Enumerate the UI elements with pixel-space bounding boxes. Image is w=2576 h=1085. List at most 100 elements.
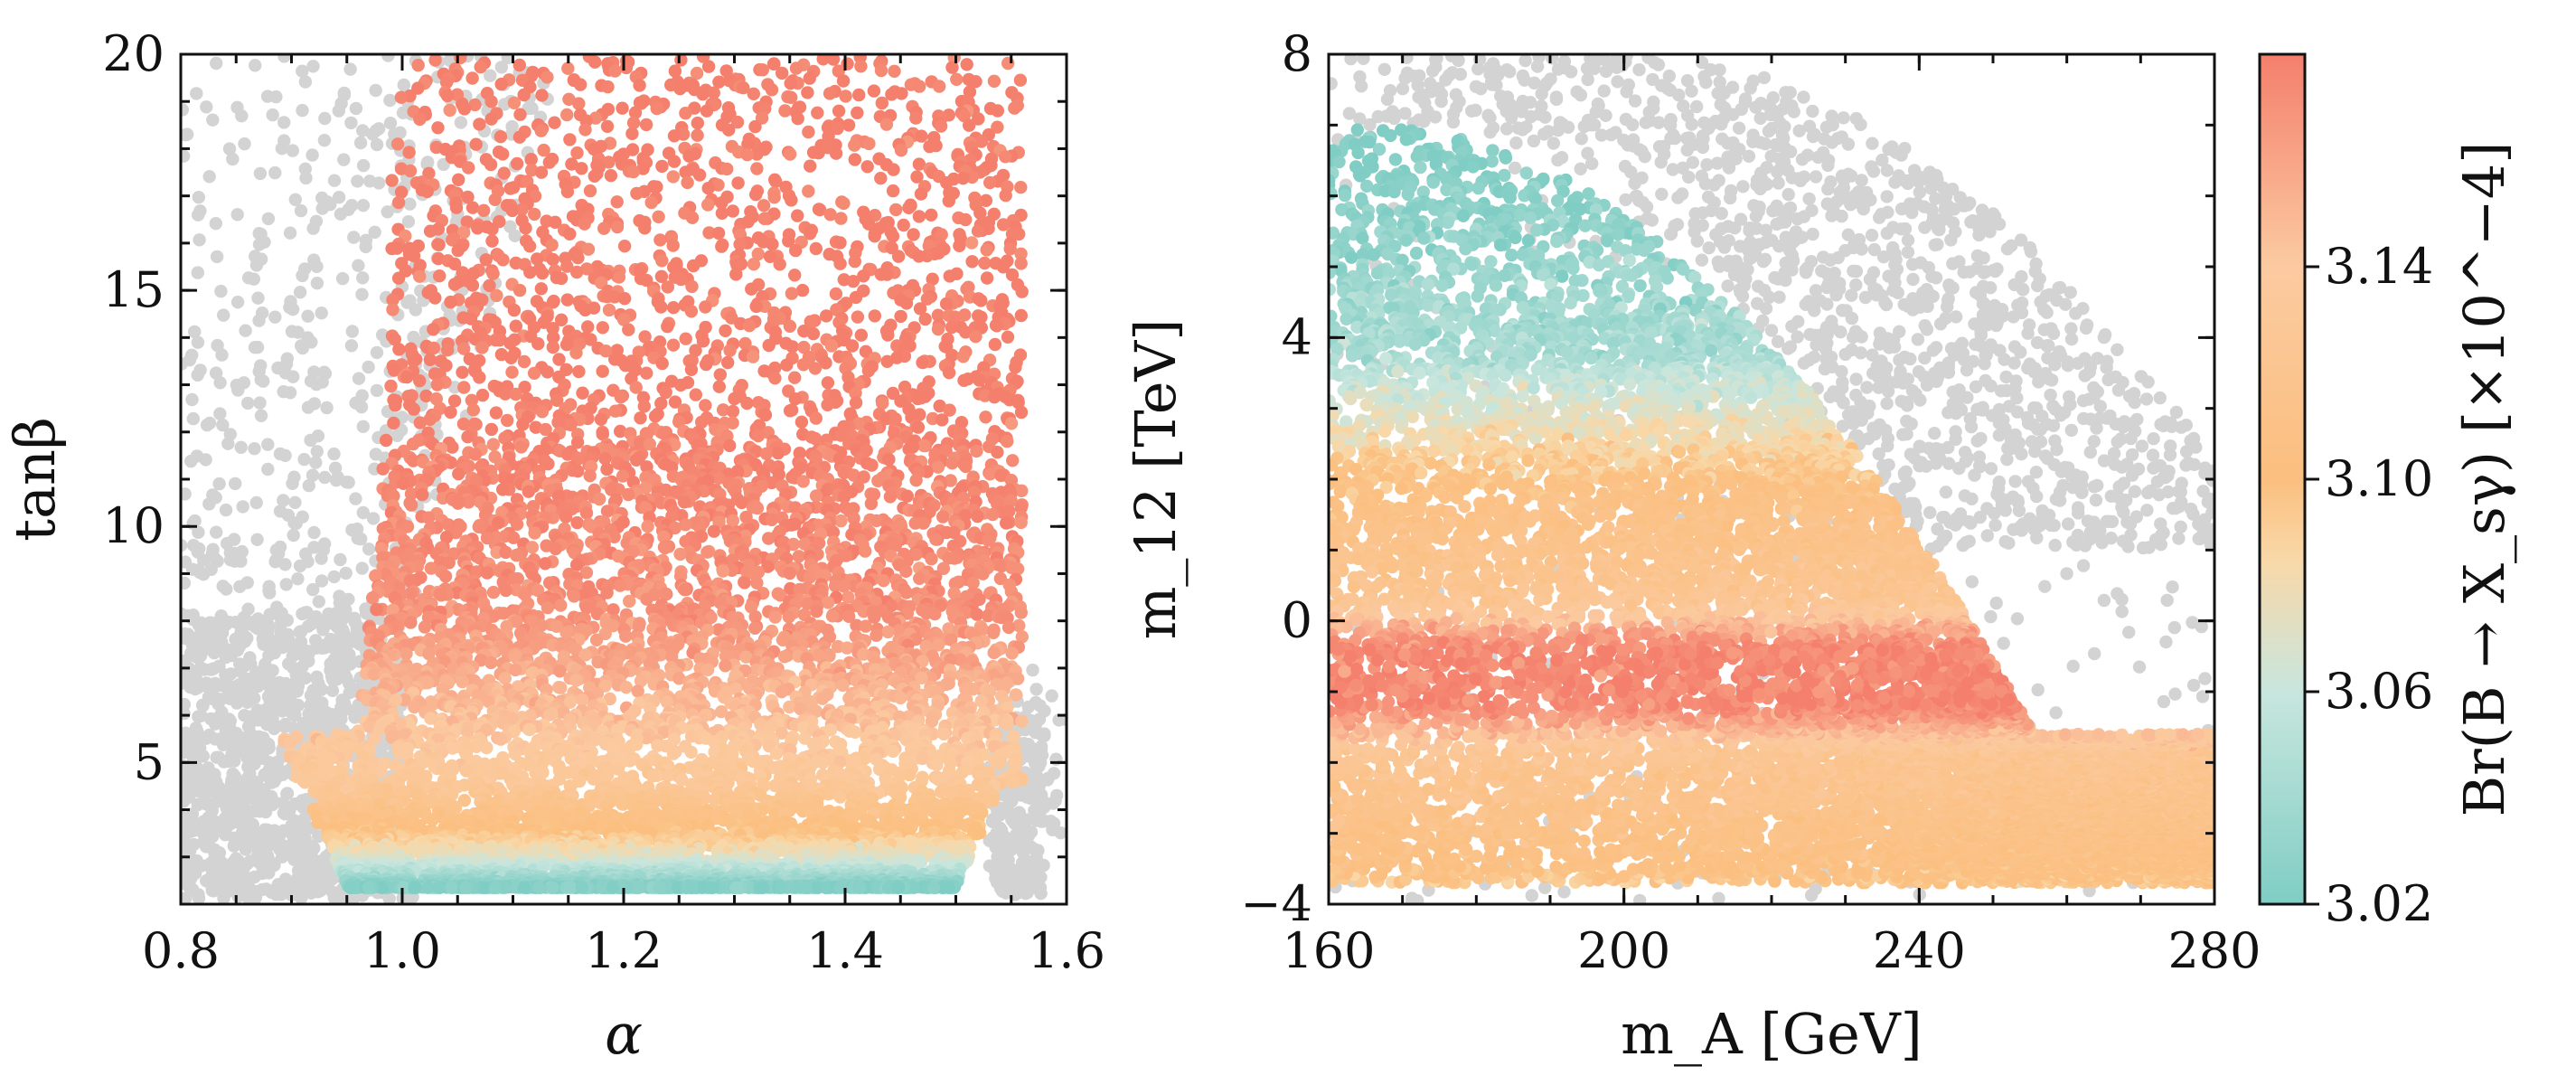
left-allowed-point: [897, 218, 910, 232]
left-allowed-point: [880, 268, 894, 281]
left-excluded-point: [454, 116, 468, 129]
left-allowed-point: [792, 550, 805, 563]
left-allowed-point: [392, 343, 406, 356]
left-allowed-point: [823, 87, 837, 100]
left-allowed-point: [515, 203, 529, 216]
left-excluded-point: [982, 859, 997, 873]
left-allowed-point: [579, 506, 594, 520]
left-allowed-point: [503, 182, 517, 195]
left-allowed-point: [885, 88, 898, 101]
left-allowed-point: [613, 579, 627, 592]
left-excluded-point: [298, 864, 312, 878]
left-allowed-point: [457, 381, 471, 394]
left-excluded-point: [181, 654, 193, 667]
left-allowed-point: [473, 371, 486, 384]
left-allowed-point: [715, 240, 729, 253]
left-allowed-point: [451, 243, 465, 258]
left-allowed-point: [987, 74, 1001, 89]
left-allowed-point: [505, 365, 519, 379]
left-excluded-point: [249, 59, 262, 72]
left-excluded-point: [332, 104, 345, 118]
left-allowed-point: [559, 510, 573, 524]
left-excluded-point: [237, 610, 251, 625]
left-excluded-point: [304, 374, 318, 388]
left-allowed-point: [911, 420, 926, 434]
left-allowed-point: [486, 267, 500, 280]
left-allowed-point: [528, 207, 541, 222]
left-allowed-point: [783, 566, 796, 580]
left-excluded-point: [1029, 683, 1043, 696]
left-excluded-point: [210, 250, 224, 264]
left-allowed-point: [702, 226, 716, 240]
left-allowed-point: [460, 215, 474, 229]
left-allowed-point: [413, 269, 427, 283]
left-allowed-point: [667, 155, 682, 168]
left-excluded-point: [265, 776, 278, 789]
left-excluded-point: [182, 779, 195, 793]
left-allowed-point: [796, 358, 811, 372]
left-excluded-point: [268, 722, 281, 736]
left-allowed-point: [794, 415, 809, 429]
left-excluded-point: [370, 383, 384, 398]
left-excluded-point: [265, 684, 279, 698]
left-allowed-point: [554, 599, 568, 612]
left-excluded-point: [252, 227, 266, 241]
left-allowed-point: [887, 163, 900, 176]
left-excluded-point: [253, 856, 267, 870]
left-allowed-point: [913, 80, 926, 93]
left-allowed-point: [912, 210, 926, 223]
left-allowed-point: [769, 175, 783, 188]
left-excluded-point: [228, 816, 241, 829]
left-allowed-point: [571, 251, 585, 265]
left-allowed-point: [820, 309, 833, 323]
left-allowed-point: [960, 58, 973, 71]
left-allowed-point: [601, 80, 615, 94]
left-allowed-point: [971, 509, 984, 524]
left-excluded-point: [298, 75, 313, 89]
left-excluded-point: [315, 307, 328, 320]
left-allowed-point: [812, 146, 825, 160]
left-excluded-point: [187, 539, 201, 552]
left-excluded-point: [337, 628, 351, 643]
left-allowed-point: [488, 193, 502, 206]
left-allowed-point: [988, 391, 1001, 404]
left-allowed-point: [748, 119, 762, 134]
left-excluded-point: [315, 702, 329, 715]
left-allowed-point: [859, 619, 872, 633]
left-allowed-point: [959, 459, 973, 474]
left-excluded-point: [325, 684, 340, 697]
left-excluded-point: [220, 582, 233, 596]
left-excluded-point: [269, 553, 283, 567]
left-excluded-point: [200, 100, 213, 114]
left-allowed-point: [451, 496, 465, 510]
left-excluded-point: [310, 672, 324, 685]
left-excluded-point: [196, 750, 210, 763]
left-allowed-point: [822, 129, 835, 143]
left-excluded-point: [232, 640, 247, 654]
left-excluded-point: [370, 124, 383, 137]
left-excluded-point: [213, 407, 227, 420]
left-excluded-point: [1025, 785, 1039, 799]
left-allowed-point: [728, 392, 741, 406]
left-excluded-point: [262, 619, 276, 633]
left-allowed-point: [747, 258, 761, 271]
left-allowed-point: [914, 187, 928, 201]
left-allowed-point: [444, 405, 457, 420]
left-allowed-point: [578, 123, 592, 137]
left-allowed-point: [988, 337, 1002, 352]
left-allowed-point: [648, 410, 663, 423]
left-allowed-point: [1014, 515, 1028, 530]
left-allowed-point: [882, 452, 896, 467]
left-allowed-point: [570, 515, 584, 530]
left-excluded-point: [248, 341, 262, 354]
left-excluded-point: [340, 671, 353, 684]
left-allowed-point: [945, 61, 959, 74]
left-allowed-point: [674, 378, 688, 392]
left-allowed-point: [1004, 417, 1019, 430]
left-excluded-point: [216, 738, 230, 751]
left-allowed-point: [733, 238, 747, 251]
left-allowed-point: [457, 225, 471, 240]
left-allowed-point: [768, 610, 782, 624]
left-excluded-point: [212, 873, 227, 886]
